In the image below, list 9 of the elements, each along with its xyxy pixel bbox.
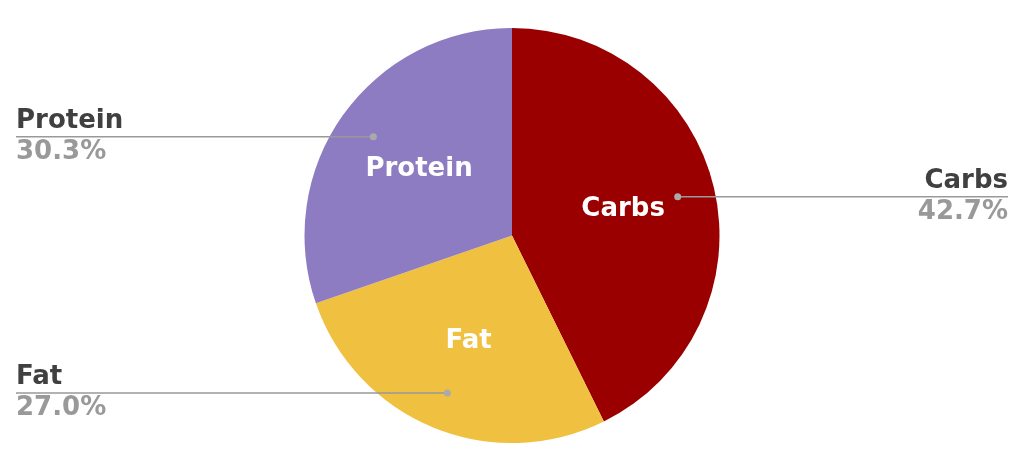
- data-label: 42.7%: [917, 194, 1008, 225]
- data-label: 27.0%: [16, 390, 107, 421]
- slice-label: Protein: [365, 152, 473, 183]
- slice-label: Fat: [445, 323, 492, 354]
- data-label: 30.3%: [16, 134, 107, 165]
- slice-label: Carbs: [581, 192, 665, 223]
- slice-label: Protein: [16, 103, 124, 134]
- slice-label: Carbs: [924, 163, 1008, 194]
- slice-label: Fat: [16, 359, 63, 390]
